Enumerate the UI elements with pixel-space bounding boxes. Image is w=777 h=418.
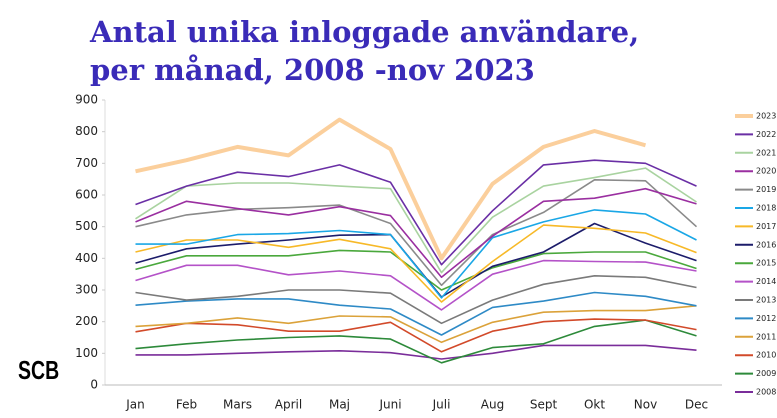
x-tick-label: Mars	[223, 398, 252, 412]
x-tick-label: Nov	[634, 398, 657, 412]
legend-label: 2009	[756, 369, 776, 378]
series-line	[135, 222, 697, 298]
chart-title: per månad, 2008 -nov 2023	[90, 53, 535, 87]
logo: SCB	[18, 355, 59, 384]
series-line	[135, 319, 697, 364]
y-tick-label: 0	[90, 378, 98, 392]
legend-label: 2017	[756, 222, 776, 231]
legend-label: 2023	[756, 112, 776, 121]
legend-label: 2012	[756, 314, 776, 323]
series-line	[135, 224, 697, 303]
legend-label: 2011	[756, 332, 776, 341]
legend-label: 2013	[756, 296, 776, 305]
legend-label: 2019	[756, 185, 776, 194]
y-tick-label: 200	[75, 314, 98, 328]
series-line	[135, 305, 697, 344]
x-tick-label: Sept	[530, 398, 558, 412]
legend-label: 2020	[756, 167, 776, 176]
series-line	[135, 259, 697, 311]
x-tick-label: Okt	[584, 398, 605, 412]
x-tick-label: Maj	[329, 398, 350, 412]
x-tick-label: Jan	[125, 398, 145, 412]
x-tick-label: Juni	[378, 398, 401, 412]
legend-label: 2021	[756, 148, 776, 157]
x-tick-label: Aug	[481, 398, 504, 412]
series-line	[135, 179, 698, 287]
chart-title: Antal unika inloggade användare,	[89, 15, 639, 49]
x-tick-label: April	[275, 398, 302, 412]
legend-label: 2022	[756, 130, 776, 139]
legend-label: 2015	[756, 259, 776, 268]
y-tick-label: 300	[75, 283, 98, 297]
x-tick-label: Feb	[176, 398, 197, 412]
y-tick-label: 700	[75, 156, 98, 170]
x-tick-label: Juli	[432, 398, 451, 412]
y-tick-label: 800	[75, 124, 98, 138]
x-tick-label: Dec	[685, 398, 708, 412]
y-tick-label: 400	[75, 251, 98, 265]
series-line	[135, 167, 697, 274]
y-tick-label: 100	[75, 346, 98, 360]
legend-label: 2008	[756, 388, 776, 397]
series-line	[135, 249, 697, 291]
series-line	[135, 275, 697, 325]
legend-label: 2014	[756, 277, 776, 286]
series-line	[135, 318, 697, 353]
series-line	[135, 159, 697, 266]
series-line	[135, 291, 697, 336]
legend-label: 2018	[756, 204, 776, 213]
series-line	[135, 187, 697, 279]
legend-label: 2016	[756, 240, 776, 249]
series-line	[135, 344, 697, 360]
y-tick-label: 500	[75, 219, 98, 233]
legend-label: 2010	[756, 351, 776, 360]
series-line	[135, 117, 647, 261]
y-tick-label: 600	[75, 188, 98, 202]
series-line	[135, 209, 697, 299]
y-tick-label: 900	[75, 93, 98, 107]
